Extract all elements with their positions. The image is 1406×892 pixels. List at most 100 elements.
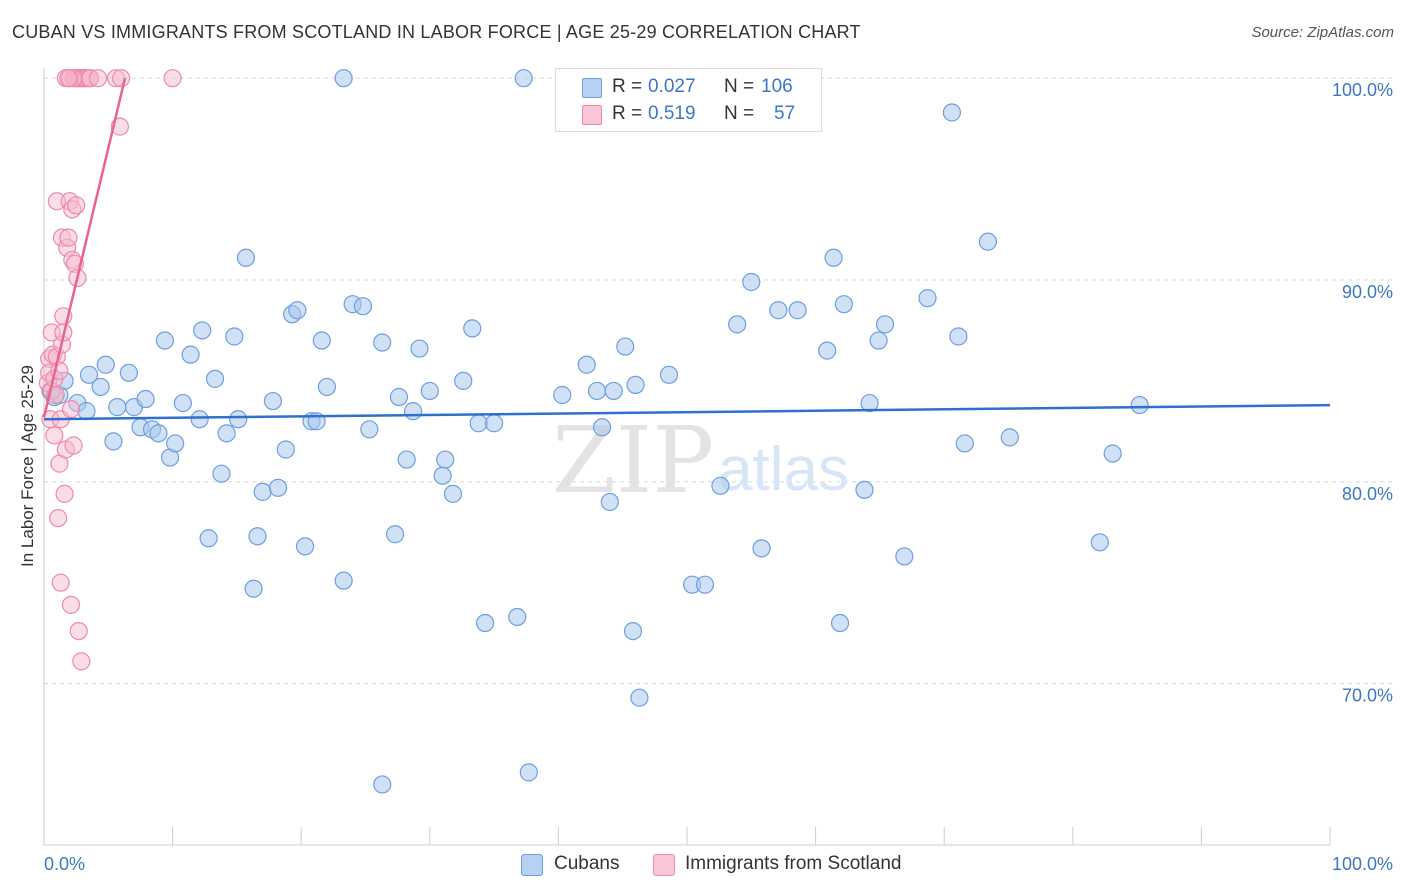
n-value: 106 xyxy=(761,76,793,97)
scotland-point xyxy=(49,508,68,528)
cubans-point xyxy=(295,537,315,556)
cubans-point xyxy=(469,414,488,433)
cubans-point xyxy=(1130,395,1149,415)
series-legend: Cubans Immigrants from Scotland xyxy=(0,852,1406,878)
cubans-point xyxy=(373,775,392,794)
cubans-point xyxy=(869,331,888,350)
scotland-point xyxy=(88,69,108,88)
cubans-point xyxy=(190,410,209,429)
cubans-point xyxy=(895,547,914,566)
cubans-point xyxy=(519,763,538,782)
scotland-trend-line xyxy=(42,77,127,418)
scotland-points xyxy=(38,69,182,671)
cubans-point xyxy=(616,337,635,356)
tick-labels: 70.0% 80.0% 90.0% 100.0% 0.0% 100.0% xyxy=(44,80,1393,874)
scotland-point xyxy=(163,69,182,88)
n-value: 57 xyxy=(774,103,796,124)
cubans-point xyxy=(385,525,405,544)
cubans-point xyxy=(600,492,619,512)
cubans-point xyxy=(875,315,895,334)
r-value: 0.519 xyxy=(648,103,696,124)
scotland-point xyxy=(61,400,81,419)
cubans-point xyxy=(360,420,379,439)
cubans-point xyxy=(199,529,218,548)
cubans-point xyxy=(205,369,225,388)
cubans-point xyxy=(1103,444,1122,463)
scotland-point xyxy=(59,69,78,88)
cubans-point xyxy=(173,393,192,413)
cubans-point xyxy=(229,410,248,429)
cubans-point xyxy=(288,301,307,320)
cubans-point xyxy=(334,69,353,88)
chart-title: CUBAN VS IMMIGRANTS FROM SCOTLAND IN LAB… xyxy=(12,22,861,42)
cubans-point xyxy=(1090,533,1109,552)
cubans-point xyxy=(918,289,937,308)
cubans-point xyxy=(508,607,527,627)
cubans-point xyxy=(403,402,423,421)
cubans-point xyxy=(253,482,272,501)
cubans-point xyxy=(855,480,874,499)
cubans-point xyxy=(978,232,998,251)
cubans-point xyxy=(181,345,200,364)
cubans-point xyxy=(317,377,337,397)
stats-row-scotland: R = 0.519 N = 57 xyxy=(556,100,821,128)
cubans-point xyxy=(217,424,236,443)
cubans-point xyxy=(630,688,649,707)
y-tick-label: 80.0% xyxy=(1342,484,1393,504)
cubans-point xyxy=(225,327,244,346)
cubans-point xyxy=(420,381,439,401)
cubans-point xyxy=(353,297,373,316)
cubans-point xyxy=(276,440,295,459)
cubans-point xyxy=(263,391,283,411)
stats-row-cubans: R = 0.027 N = 106 xyxy=(556,73,821,101)
cubans-trend-line xyxy=(43,403,1331,421)
x-tick-label: 100.0% xyxy=(1332,854,1393,874)
watermark: ZIP atlas xyxy=(552,407,849,514)
scotland-point xyxy=(59,228,78,247)
cubans-point xyxy=(104,432,123,451)
cubans-point xyxy=(193,321,212,340)
cubans-point xyxy=(604,381,623,401)
cubans-point xyxy=(1000,428,1019,447)
cubans-point xyxy=(830,613,850,633)
n-label: N = xyxy=(724,76,755,97)
cubans-point xyxy=(818,341,837,360)
stats-legend: R = 0.027 N = 106 R = 0.519 N = 57 xyxy=(555,68,822,132)
legend-scotland-label: Immigrants from Scotland xyxy=(685,853,902,874)
cubans-point xyxy=(955,434,974,453)
y-axis-label: In Labor Force | Age 25-29 xyxy=(18,365,37,567)
cubans-point xyxy=(475,613,495,633)
source-label: Source: ZipAtlas.com xyxy=(1251,24,1394,41)
cubans-point xyxy=(769,301,788,320)
cubans-point xyxy=(824,248,843,267)
cubans-point xyxy=(268,478,288,497)
cubans-point xyxy=(695,575,715,594)
cubans-point xyxy=(149,424,168,443)
cubans-point xyxy=(410,339,429,358)
cubans-point xyxy=(454,371,473,390)
cubans-point xyxy=(91,377,110,397)
trend-lines xyxy=(42,77,1331,421)
cubans-point xyxy=(834,295,853,314)
cubans-point xyxy=(942,103,962,122)
cubans-point xyxy=(212,464,231,483)
axes xyxy=(43,68,1331,846)
cubans-point xyxy=(553,385,572,405)
cubans-point xyxy=(443,484,463,503)
cubans-point xyxy=(334,571,353,590)
cubans-point xyxy=(108,398,127,417)
cubans-point xyxy=(248,527,267,546)
scotland-point xyxy=(72,652,91,671)
x-tick-label: 0.0% xyxy=(44,854,85,874)
cubans-point xyxy=(166,434,185,453)
cubans-point xyxy=(436,450,455,469)
cubans-point xyxy=(788,301,807,320)
cubans-point xyxy=(949,327,968,346)
y-tick-label: 90.0% xyxy=(1342,282,1393,302)
cubans-point xyxy=(577,355,596,374)
cubans-point xyxy=(77,402,96,421)
cubans-point xyxy=(659,365,679,384)
scotland-point xyxy=(112,69,131,88)
cubans-point xyxy=(389,387,409,407)
cubans-point xyxy=(433,466,452,485)
